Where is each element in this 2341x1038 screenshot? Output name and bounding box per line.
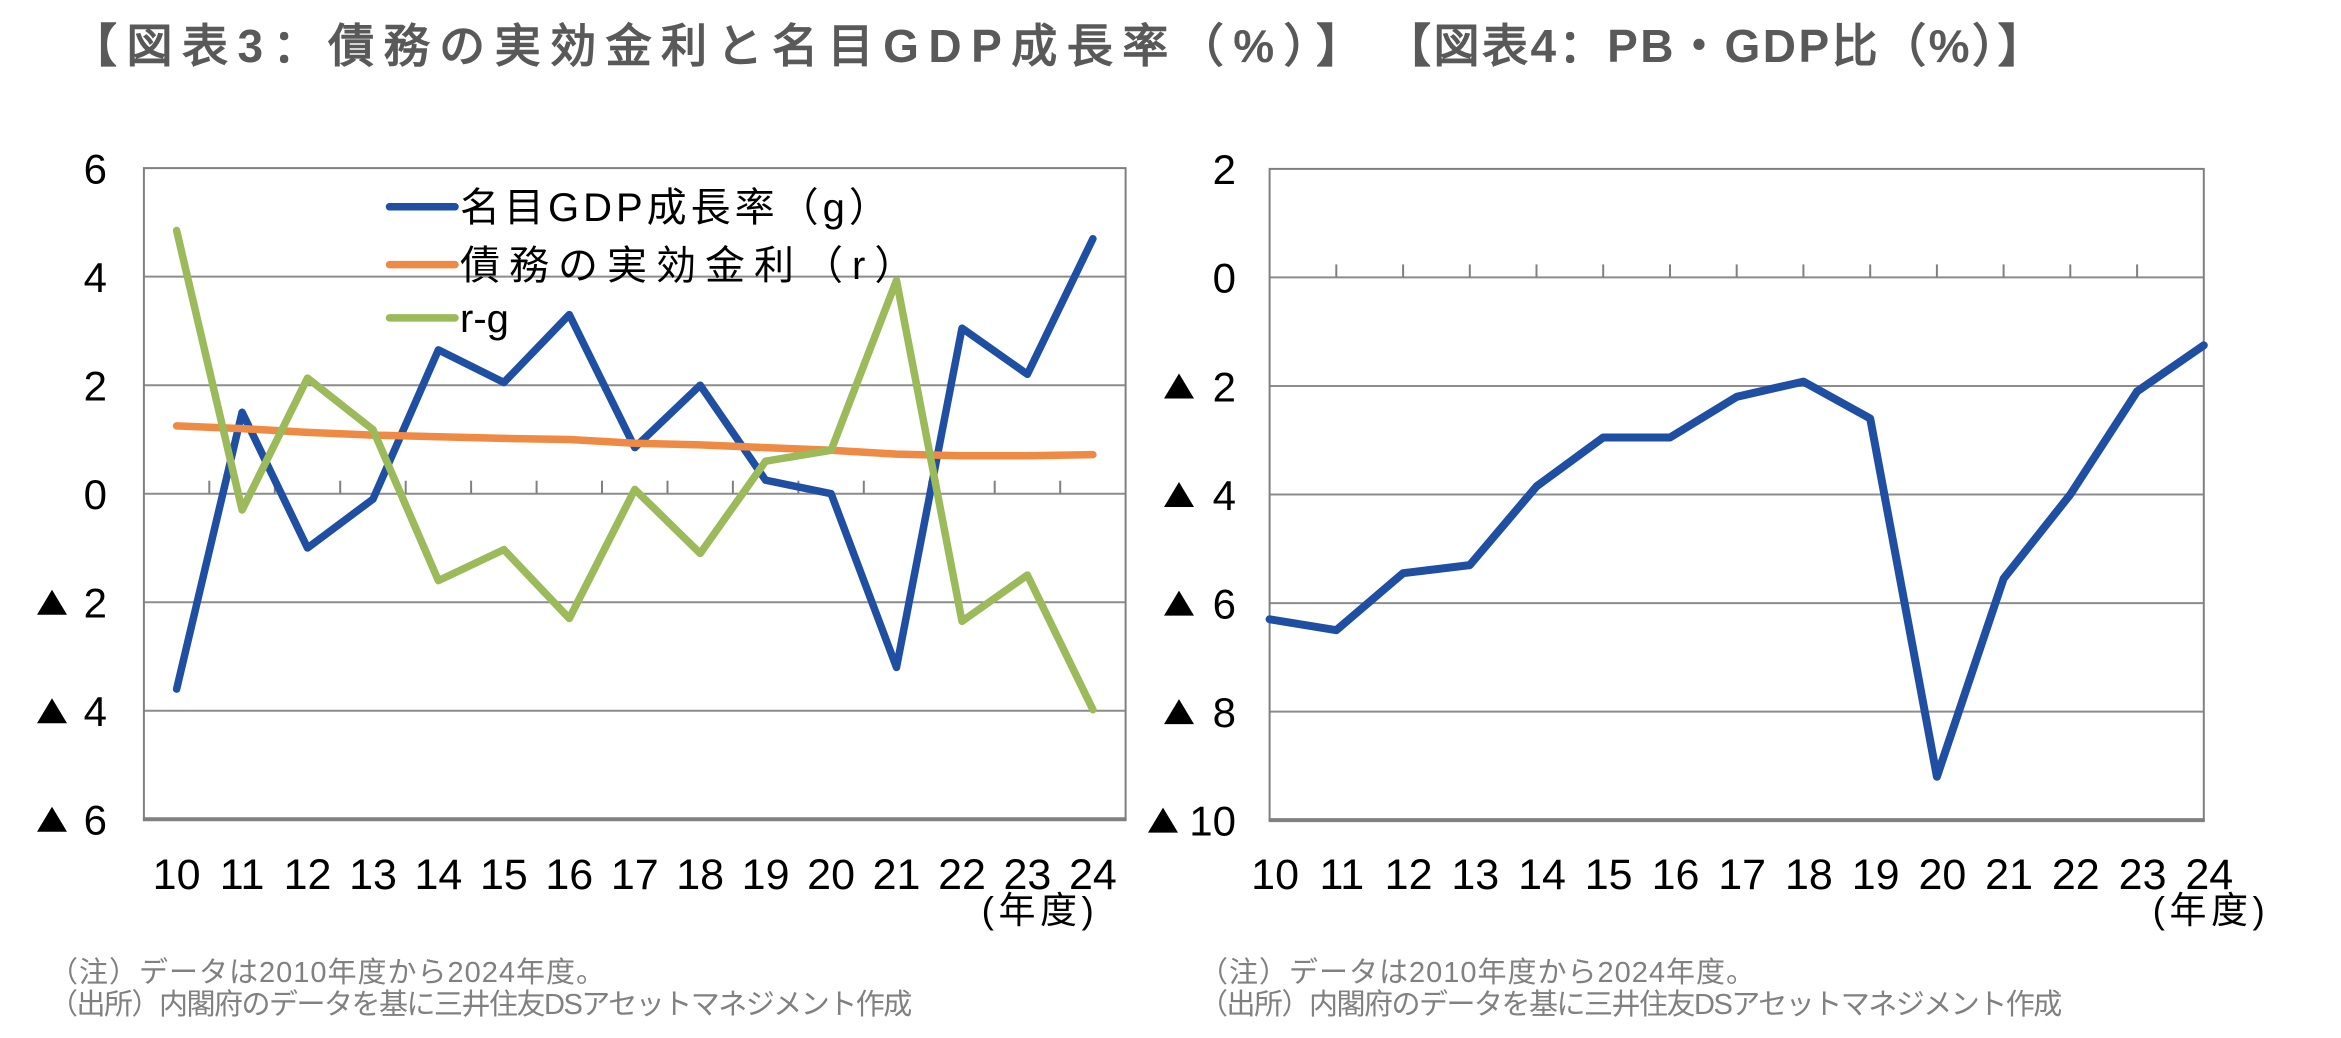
svg-text:21: 21 bbox=[873, 851, 921, 899]
svg-text:6: 6 bbox=[1213, 580, 1236, 627]
svg-text:11: 11 bbox=[1319, 851, 1364, 899]
svg-text:r-g: r-g bbox=[460, 297, 509, 341]
svg-text:20: 20 bbox=[1918, 851, 1966, 899]
svg-text:4: 4 bbox=[84, 254, 107, 301]
svg-text:22: 22 bbox=[2052, 851, 2100, 899]
svg-text:2: 2 bbox=[84, 363, 107, 410]
svg-text:0: 0 bbox=[1213, 255, 1236, 302]
svg-text:12: 12 bbox=[284, 851, 332, 899]
svg-text:14: 14 bbox=[1518, 851, 1566, 899]
svg-text:（注）データは2010年度から2024年度。: （注）データは2010年度から2024年度。 bbox=[49, 956, 606, 989]
svg-text:(年度): (年度) bbox=[2153, 890, 2270, 931]
svg-text:10: 10 bbox=[1189, 797, 1236, 844]
svg-text:20: 20 bbox=[807, 851, 855, 899]
svg-text:24: 24 bbox=[1069, 851, 1117, 899]
svg-text:名目GDP成長率（g）: 名目GDP成長率（g） bbox=[460, 186, 893, 230]
svg-text:10: 10 bbox=[153, 851, 201, 899]
svg-text:6: 6 bbox=[84, 145, 107, 192]
svg-text:24: 24 bbox=[2185, 851, 2233, 899]
svg-text:19: 19 bbox=[742, 851, 790, 899]
svg-text:13: 13 bbox=[349, 851, 397, 899]
svg-text:10: 10 bbox=[1251, 851, 1299, 899]
svg-text:15: 15 bbox=[480, 851, 528, 899]
svg-text:15: 15 bbox=[1585, 851, 1633, 899]
svg-text:0: 0 bbox=[84, 471, 107, 518]
svg-text:8: 8 bbox=[1213, 689, 1236, 736]
svg-text:21: 21 bbox=[1985, 851, 2033, 899]
svg-text:18: 18 bbox=[676, 851, 724, 899]
svg-text:23: 23 bbox=[1003, 851, 1051, 899]
svg-text:14: 14 bbox=[414, 851, 462, 899]
svg-text:【図表4：PB・GDP比（%）】: 【図表4：PB・GDP比（%）】 bbox=[1385, 20, 2046, 72]
svg-text:2: 2 bbox=[84, 580, 107, 627]
svg-text:（出所）内閣府のデータを基に三井住友DSアセットマネジメント: （出所）内閣府のデータを基に三井住友DSアセットマネジメント作成 bbox=[49, 988, 911, 1021]
svg-text:4: 4 bbox=[84, 688, 107, 735]
svg-text:16: 16 bbox=[1652, 851, 1700, 899]
svg-text:11: 11 bbox=[220, 851, 265, 899]
svg-text:2: 2 bbox=[1213, 146, 1236, 193]
svg-text:17: 17 bbox=[1718, 851, 1766, 899]
svg-text:【図表3：債務の実効金利と名目GDP成長率（%）】: 【図表3：債務の実効金利と名目GDP成長率（%）】 bbox=[71, 20, 1372, 72]
svg-text:6: 6 bbox=[84, 797, 107, 844]
svg-text:債務の実効金利（r）: 債務の実効金利（r） bbox=[460, 244, 923, 288]
svg-text:19: 19 bbox=[1852, 851, 1900, 899]
svg-text:22: 22 bbox=[938, 851, 986, 899]
svg-text:12: 12 bbox=[1385, 851, 1433, 899]
svg-text:2: 2 bbox=[1213, 363, 1236, 410]
svg-text:(年度): (年度) bbox=[982, 890, 1099, 931]
svg-text:17: 17 bbox=[611, 851, 659, 899]
svg-text:13: 13 bbox=[1451, 851, 1499, 899]
svg-text:（出所）内閣府のデータを基に三井住友DSアセットマネジメント: （出所）内閣府のデータを基に三井住友DSアセットマネジメント作成 bbox=[1199, 988, 2061, 1021]
svg-text:16: 16 bbox=[545, 851, 593, 899]
svg-text:23: 23 bbox=[2119, 851, 2167, 899]
svg-text:（注）データは2010年度から2024年度。: （注）データは2010年度から2024年度。 bbox=[1199, 956, 1756, 989]
svg-text:18: 18 bbox=[1785, 851, 1833, 899]
svg-text:4: 4 bbox=[1213, 472, 1236, 519]
